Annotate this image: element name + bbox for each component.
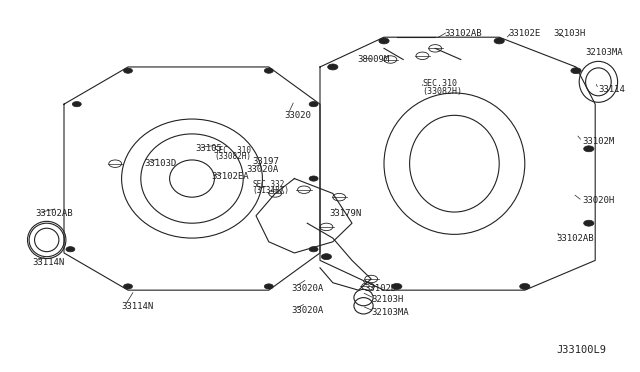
- Text: J33100L9: J33100L9: [557, 345, 607, 355]
- Circle shape: [379, 38, 389, 44]
- Text: 32103H: 32103H: [371, 295, 403, 304]
- Circle shape: [72, 102, 81, 107]
- Text: 33020A: 33020A: [246, 165, 278, 174]
- Text: 33020A: 33020A: [291, 284, 323, 293]
- Circle shape: [66, 247, 75, 252]
- Circle shape: [392, 283, 402, 289]
- Text: 33020: 33020: [285, 111, 312, 120]
- Text: 33105: 33105: [195, 144, 222, 153]
- Text: (33082H): (33082H): [422, 87, 463, 96]
- Text: 32103H: 32103H: [554, 29, 586, 38]
- Text: 33114N: 33114N: [122, 302, 154, 311]
- Text: 33114N: 33114N: [32, 258, 64, 267]
- Text: 33102AB: 33102AB: [445, 29, 483, 38]
- Circle shape: [309, 247, 318, 252]
- Text: 33102AB: 33102AB: [35, 209, 73, 218]
- Circle shape: [584, 220, 594, 226]
- Text: 33102E: 33102E: [509, 29, 541, 38]
- Text: SEC.332: SEC.332: [253, 180, 285, 189]
- Circle shape: [124, 68, 132, 73]
- Circle shape: [494, 38, 504, 44]
- Circle shape: [520, 283, 530, 289]
- Text: (31348X): (31348X): [253, 186, 290, 195]
- Text: 33102M: 33102M: [582, 137, 614, 146]
- Text: 33102D: 33102D: [365, 284, 397, 293]
- Circle shape: [571, 68, 581, 74]
- Text: 32103MA: 32103MA: [371, 308, 409, 317]
- Text: 38009M: 38009M: [357, 55, 389, 64]
- Circle shape: [584, 146, 594, 152]
- Text: SEC.310: SEC.310: [422, 79, 458, 88]
- Circle shape: [328, 64, 338, 70]
- Circle shape: [321, 254, 332, 260]
- Text: 33197: 33197: [253, 157, 280, 166]
- Circle shape: [264, 68, 273, 73]
- Text: 33102EA: 33102EA: [211, 172, 249, 181]
- Text: 33179N: 33179N: [330, 209, 362, 218]
- Text: SEC. 310: SEC. 310: [214, 146, 252, 155]
- Text: 33020H: 33020H: [582, 196, 614, 205]
- Text: 32103MA: 32103MA: [586, 48, 623, 57]
- Text: 33102AB: 33102AB: [557, 234, 595, 243]
- Circle shape: [309, 176, 318, 181]
- Circle shape: [264, 284, 273, 289]
- Circle shape: [124, 284, 132, 289]
- Text: 33114: 33114: [598, 85, 625, 94]
- Text: 33103D: 33103D: [144, 159, 176, 168]
- Text: (33082H): (33082H): [214, 153, 252, 161]
- Circle shape: [309, 102, 318, 107]
- Text: 33020A: 33020A: [291, 306, 323, 315]
